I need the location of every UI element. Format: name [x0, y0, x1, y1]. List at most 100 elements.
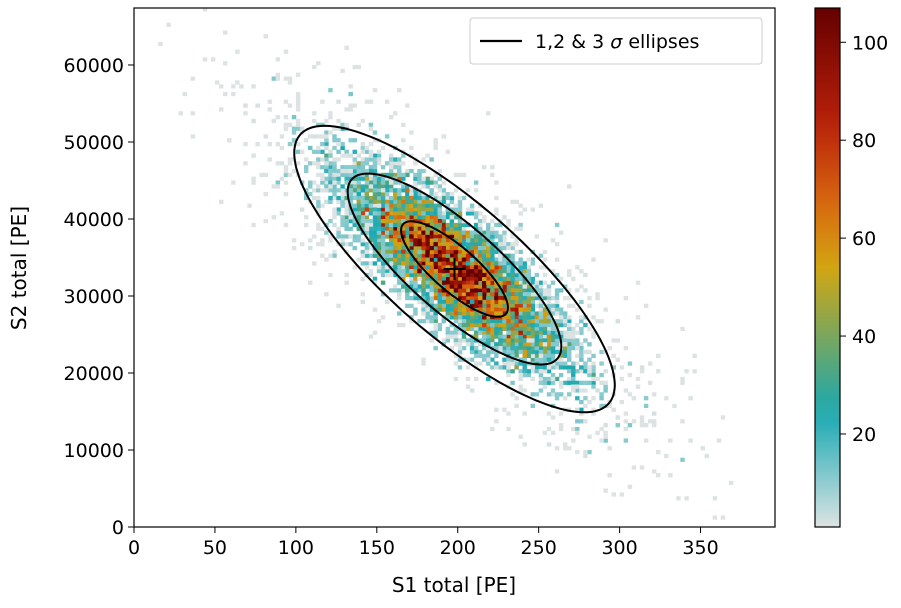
- histogram-bin: [384, 265, 390, 270]
- histogram-bin: [364, 172, 370, 178]
- histogram-bin: [413, 184, 418, 189]
- histogram-bin: [477, 242, 483, 247]
- histogram-bin: [392, 180, 398, 185]
- histogram-bin: [401, 257, 406, 262]
- histogram-bin: [522, 349, 527, 355]
- histogram-bin: [603, 380, 608, 385]
- histogram-bin: [352, 149, 357, 154]
- histogram-bin: [506, 288, 511, 293]
- histogram-bin: [303, 168, 309, 174]
- histogram-bin: [473, 288, 479, 293]
- histogram-bin: [502, 349, 507, 355]
- histogram-bin: [295, 141, 301, 147]
- histogram-bin: [473, 319, 479, 324]
- histogram-bin: [316, 184, 321, 189]
- histogram-bin: [372, 276, 378, 281]
- histogram-bin: [482, 334, 487, 339]
- histogram-bin: [344, 107, 349, 112]
- histogram-bin: [271, 215, 277, 220]
- histogram-bin: [445, 215, 451, 220]
- histogram-bin: [433, 207, 438, 212]
- histogram-bin: [449, 261, 455, 266]
- histogram-bin: [328, 115, 333, 120]
- histogram-bin: [380, 253, 386, 258]
- histogram-bin: [538, 322, 544, 328]
- histogram-bin: [429, 315, 434, 320]
- histogram-bin: [364, 242, 370, 247]
- histogram-bin: [401, 284, 406, 289]
- histogram-bin: [482, 288, 487, 293]
- histogram-bin: [522, 315, 527, 320]
- histogram-bin: [356, 215, 362, 220]
- histogram-bin: [384, 172, 390, 178]
- histogram-bin: [542, 342, 548, 347]
- histogram-bin: [409, 203, 414, 208]
- histogram-bin: [397, 207, 402, 212]
- histogram-bin: [368, 226, 374, 231]
- histogram-bin: [522, 361, 527, 366]
- histogram-bin: [316, 149, 321, 154]
- histogram-bin: [397, 165, 402, 170]
- histogram-bin: [502, 242, 507, 247]
- histogram-bin: [482, 292, 487, 297]
- histogram-bin: [348, 138, 353, 143]
- histogram-bin: [433, 230, 438, 235]
- histogram-bin: [425, 176, 430, 181]
- histogram-bin: [530, 338, 536, 343]
- histogram-bin: [429, 311, 434, 316]
- histogram-bin: [490, 315, 495, 320]
- histogram-bin: [372, 130, 378, 135]
- histogram-bin: [477, 288, 483, 293]
- histogram-bin: [530, 376, 536, 382]
- histogram-bin: [542, 280, 548, 285]
- histogram-bin: [392, 192, 398, 197]
- histogram-bin: [518, 434, 523, 439]
- histogram-bin: [534, 342, 540, 347]
- histogram-bin: [457, 230, 463, 235]
- histogram-bin: [566, 342, 572, 347]
- histogram-bin: [324, 257, 329, 262]
- histogram-bin: [360, 161, 366, 166]
- histogram-bin: [376, 249, 382, 255]
- histogram-bin: [510, 245, 515, 251]
- histogram-bin: [530, 307, 536, 312]
- histogram-bin: [380, 199, 386, 204]
- histogram-bin: [566, 288, 572, 293]
- histogram-bin: [453, 353, 459, 358]
- histogram-bin: [473, 311, 479, 316]
- histogram-bin: [360, 249, 366, 255]
- histogram-bin: [461, 195, 467, 201]
- histogram-bin: [595, 430, 600, 435]
- histogram-bin: [494, 319, 499, 324]
- histogram-bin: [477, 238, 483, 243]
- histogram-bin: [445, 242, 451, 247]
- histogram-bin: [518, 303, 523, 308]
- histogram-bin: [465, 342, 471, 347]
- histogram-bin: [457, 234, 463, 239]
- histogram-bin: [473, 272, 479, 278]
- histogram-bin: [465, 376, 471, 382]
- histogram-bin: [352, 176, 357, 181]
- histogram-bin: [388, 218, 394, 224]
- histogram-bin: [583, 272, 588, 278]
- histogram-bin: [413, 199, 418, 204]
- histogram-bin: [465, 211, 471, 216]
- histogram-bin: [562, 361, 568, 366]
- histogram-bin: [461, 322, 467, 328]
- histogram-bin: [550, 376, 556, 382]
- histogram-bin: [473, 230, 479, 235]
- histogram-bin: [417, 218, 422, 224]
- histogram-bin: [397, 322, 402, 328]
- histogram-bin: [469, 349, 475, 355]
- histogram-bin: [457, 365, 463, 370]
- histogram-bin: [397, 199, 402, 204]
- histogram-bin: [449, 280, 455, 285]
- histogram-bin: [308, 180, 313, 185]
- histogram-bin: [486, 299, 491, 305]
- histogram-bin: [538, 315, 544, 320]
- histogram-bin: [336, 172, 341, 178]
- histogram-bin: [401, 184, 406, 189]
- histogram-bin: [615, 338, 621, 343]
- histogram-bin: [550, 380, 556, 385]
- histogram-bin: [384, 211, 390, 216]
